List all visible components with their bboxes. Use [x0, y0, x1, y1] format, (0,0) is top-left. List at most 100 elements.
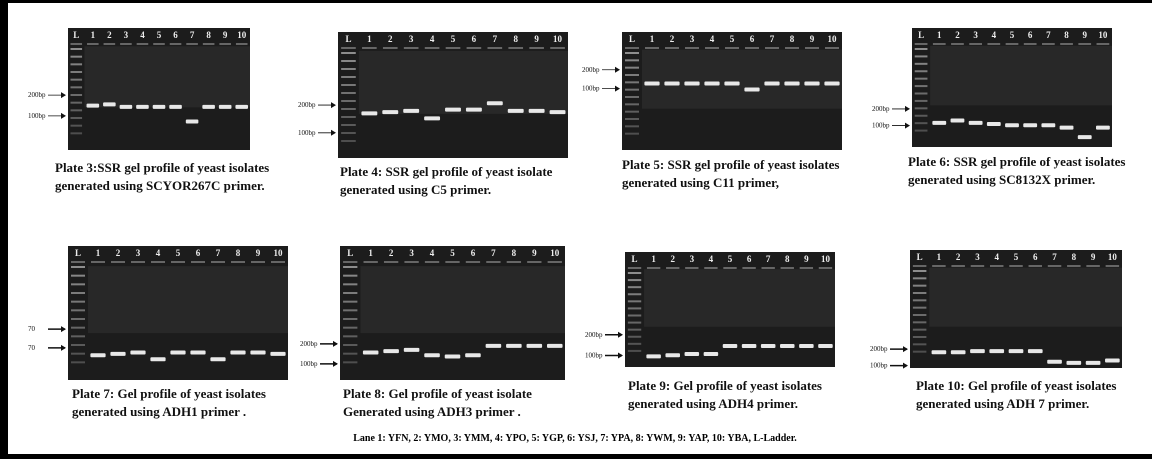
ladder-band [341, 84, 356, 86]
ladder-band [341, 92, 356, 94]
well [818, 267, 833, 269]
ladder-band [914, 92, 928, 95]
lane-label: 2 [670, 34, 675, 44]
well [914, 43, 928, 45]
well [71, 261, 85, 263]
ladder-band [625, 110, 639, 113]
ladder-band [341, 132, 356, 134]
well [341, 47, 356, 49]
arrow-head [618, 331, 623, 338]
lane-label: 7 [491, 248, 496, 258]
lane-label: 3 [409, 34, 414, 44]
well [87, 43, 99, 45]
lane-label: 1 [651, 254, 656, 264]
band [931, 350, 947, 355]
well [550, 47, 565, 49]
band [119, 104, 133, 109]
lane-label: 1 [937, 30, 942, 40]
lane-label: 9 [810, 34, 815, 44]
marker-label: 100bp [585, 352, 603, 360]
band [103, 102, 116, 107]
band [506, 343, 522, 348]
ladder-band [914, 48, 928, 50]
lane-label: 2 [956, 252, 961, 262]
lane-label: 3 [690, 254, 695, 264]
band [210, 357, 226, 362]
lane-label: 1 [368, 248, 373, 258]
well [989, 265, 1004, 267]
gel-glow [929, 267, 1122, 327]
marker-label: 200bp [872, 105, 890, 113]
arrow-head [61, 344, 66, 351]
lane-label: 4 [430, 34, 435, 44]
band [932, 120, 947, 125]
arrow-head [615, 66, 620, 73]
band [684, 81, 700, 86]
footer: Lane 1: YFN, 2: YMO, 3: YMM, 4: YPO, 5: … [353, 433, 797, 444]
well [171, 261, 185, 263]
well [169, 43, 182, 45]
band [270, 351, 286, 356]
well [445, 261, 460, 263]
well [486, 261, 501, 263]
band [507, 108, 524, 113]
lane-label: 9 [804, 254, 809, 264]
lane-label: 5 [1010, 30, 1015, 40]
gel-glow [642, 49, 842, 109]
lane-label: 10 [1108, 252, 1118, 262]
lane-label: 3 [409, 248, 414, 258]
well [527, 261, 542, 263]
ladder-band [627, 293, 642, 296]
well [465, 261, 481, 263]
ladder-band [70, 63, 83, 66]
band [185, 119, 199, 124]
band [403, 108, 420, 113]
well [627, 267, 642, 269]
band [646, 354, 661, 359]
band [528, 108, 545, 113]
band [1005, 123, 1019, 128]
lane-label: 1 [91, 30, 96, 40]
marker-label: 100bp [28, 112, 46, 120]
band [744, 87, 760, 92]
lane-label: 9 [1082, 30, 1087, 40]
band [1027, 349, 1043, 354]
lane-label: 6 [472, 34, 477, 44]
well [745, 47, 759, 49]
lane-label: 6 [173, 30, 178, 40]
ladder-band [341, 124, 356, 126]
marker-label: 200bp [582, 66, 600, 74]
well [1086, 265, 1100, 267]
arrow-head [618, 352, 623, 359]
well [151, 261, 165, 263]
ladder-band [343, 335, 358, 338]
well [666, 267, 680, 269]
ladder-band [343, 283, 358, 286]
ladder-band [71, 344, 85, 346]
band [86, 103, 100, 108]
ladder-band [912, 270, 927, 272]
band [250, 350, 266, 355]
well [508, 47, 524, 49]
lane-label: 8 [790, 34, 795, 44]
ladder-band [914, 122, 928, 125]
ladder-band [71, 335, 85, 338]
ladder-band [71, 309, 85, 312]
band [218, 104, 232, 109]
ladder-band [341, 108, 356, 110]
band [780, 344, 795, 348]
ladder-band [343, 292, 358, 294]
well [704, 267, 718, 269]
band [760, 344, 776, 348]
marker-label: 100bp [872, 122, 890, 130]
well [529, 47, 544, 49]
band [526, 343, 543, 348]
lane-label: 7 [1046, 30, 1051, 40]
ladder-band [912, 284, 927, 287]
ladder-band [70, 55, 83, 58]
frame-bottom [0, 454, 1152, 459]
plate-caption: generated using ADH1 primer . [72, 404, 246, 419]
plate-caption: generated using ADH 7 primer. [916, 396, 1089, 411]
lane-label: 4 [710, 34, 715, 44]
well [383, 261, 399, 263]
